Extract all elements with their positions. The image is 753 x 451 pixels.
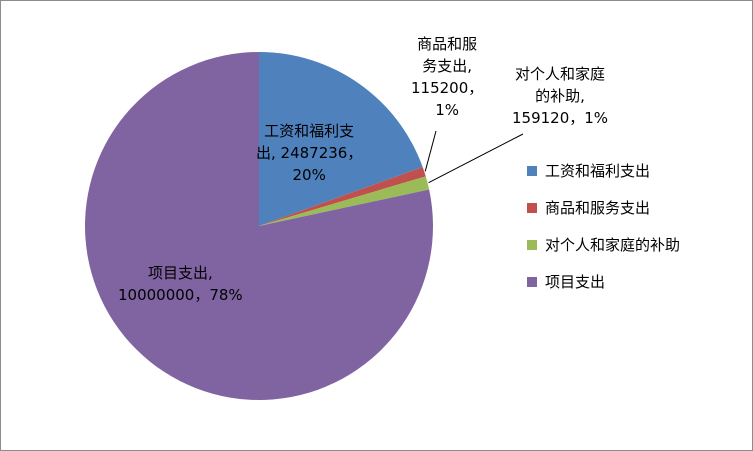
legend-item-goods: 商品和服务支出: [527, 189, 680, 226]
legend-label-family: 对个人和家庭的补助: [545, 236, 681, 254]
data-label-goods: 商品和服 务支出, 115200， 1%: [411, 33, 483, 121]
data-label-family-line3: 159120，1%: [512, 109, 609, 127]
data-label-project-line2: 10000000，78%: [118, 286, 243, 304]
data-label-project-line1: 项目支出,: [147, 264, 213, 282]
legend-swatch-wage: [527, 165, 537, 176]
leader-line-goods: [424, 130, 437, 172]
legend-item-wage: 工资和福利支出: [527, 152, 680, 189]
pie-slice-wage: [259, 52, 423, 226]
data-label-family-line1: 对个人和家庭: [515, 65, 606, 83]
data-label-project: 项目支出, 10000000，78%: [118, 262, 243, 306]
legend-label-goods: 商品和服务支出: [545, 199, 651, 217]
legend-swatch-goods: [527, 202, 537, 213]
data-label-goods-line2: 务支出,: [422, 57, 473, 75]
data-label-wage-line1: 工资和福利支: [264, 122, 355, 140]
legend-label-wage: 工资和福利支出: [545, 162, 651, 180]
legend-item-project: 项目支出: [527, 263, 680, 300]
data-label-wage-line2: 出, 2487236，: [256, 144, 363, 162]
data-label-wage-line3: 20%: [292, 166, 326, 184]
data-label-family: 对个人和家庭 的补助, 159120，1%: [512, 63, 608, 129]
pie-slice-project: [85, 51, 434, 400]
legend-swatch-family: [527, 239, 537, 250]
chart-legend: 工资和福利支出 商品和服务支出 对个人和家庭的补助 项目支出: [527, 152, 680, 300]
leader-line-family: [428, 133, 524, 184]
data-label-wage: 工资和福利支 出, 2487236， 20%: [256, 120, 362, 186]
pie-slice-family: [259, 176, 430, 226]
data-label-family-line2: 的补助,: [535, 87, 585, 105]
pie-slice-goods: [259, 166, 426, 226]
data-label-goods-line3: 115200，: [411, 79, 484, 97]
legend-item-family: 对个人和家庭的补助: [527, 226, 680, 263]
data-label-goods-line1: 商品和服: [417, 35, 478, 53]
legend-label-project: 项目支出: [545, 273, 606, 291]
legend-swatch-project: [527, 276, 537, 287]
data-label-goods-line4: 1%: [435, 101, 460, 119]
